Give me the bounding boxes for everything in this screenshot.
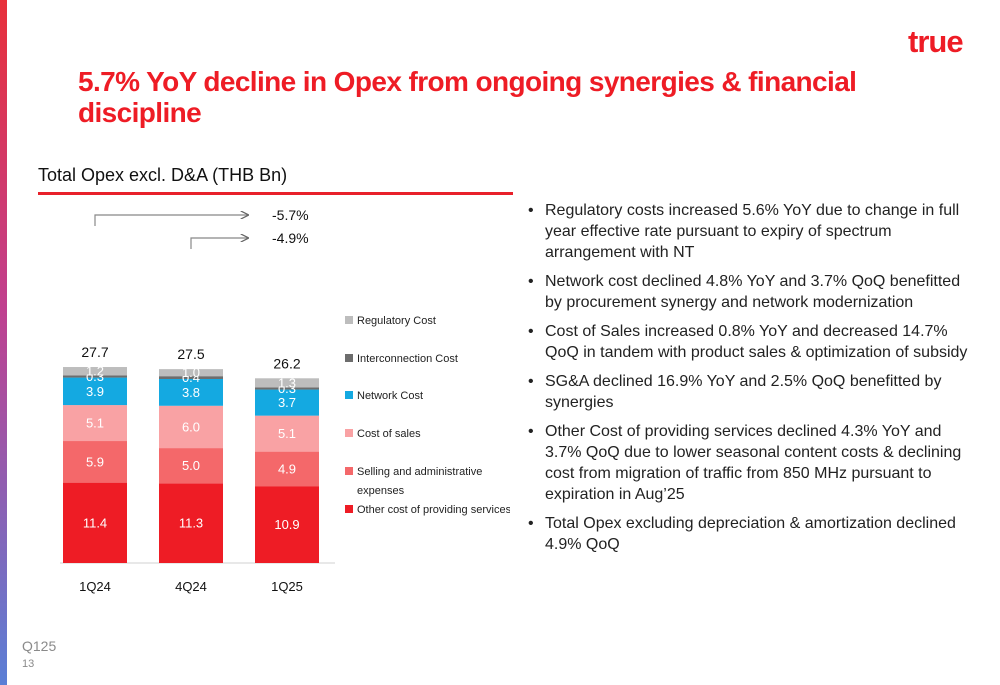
bar-segment-1q25-3 (255, 389, 319, 416)
subtitle-divider (38, 192, 513, 195)
page-number: 13 (22, 658, 35, 670)
bar-segment-1q24-2 (63, 405, 127, 442)
bar-segment-4q24-1 (159, 448, 223, 484)
x-tick-label: 1Q25 (271, 579, 303, 594)
bullet-dot: • (528, 373, 534, 390)
opex-stacked-bar-chart: 11.45.95.13.90.31.227.71Q2411.35.06.03.8… (60, 207, 510, 594)
bar-segment-4q24-5 (159, 369, 223, 377)
x-tick-label: 4Q24 (175, 579, 207, 594)
total-label: 26.2 (273, 355, 300, 371)
bar-segment-4q24-2 (159, 405, 223, 449)
bullet-dot: • (528, 323, 534, 340)
x-tick-label: 1Q24 (79, 579, 111, 594)
chart-subtitle: Total Opex excl. D&A (THB Bn) (38, 165, 288, 185)
bar-segment-1q24-5 (63, 367, 127, 376)
legend-swatch (345, 505, 353, 513)
legend-label: Network Cost (357, 390, 423, 402)
legend-label: Cost of sales (357, 428, 421, 440)
bar-segment-1q24-1 (63, 441, 127, 483)
data-label: 5.0 (182, 458, 200, 473)
legend-swatch (345, 354, 353, 362)
data-label: 3.7 (278, 395, 296, 410)
legend-swatch (345, 391, 353, 399)
legend-swatch (345, 467, 353, 475)
data-label: 6.0 (182, 419, 200, 434)
data-label: 1.3 (278, 375, 296, 390)
legend-label: Selling and administrative expenses (357, 466, 482, 497)
data-label: 3.8 (182, 385, 200, 400)
footer-period: Q125 (22, 638, 57, 654)
legend-label: Other cost of providing services (357, 504, 510, 516)
bar-segment-1q24-3 (63, 377, 127, 406)
data-label: 11.3 (179, 516, 203, 531)
bullet-item: • Other Cost of providing services declin… (528, 423, 962, 503)
legend-label: Interconnection Cost (357, 353, 458, 365)
comparison-arrow (190, 238, 248, 249)
page-title: 5.7% YoY decline in Opex from ongoing sy… (78, 66, 857, 128)
total-label: 27.7 (81, 344, 108, 360)
bar-segment-1q25-4 (255, 387, 319, 390)
commentary-bullets: • Regulatory costs increased 5.6% YoY due… (528, 200, 978, 563)
data-label: 4.9 (278, 461, 296, 476)
bullet-dot: • (528, 202, 534, 219)
bar-segment-4q24-0 (159, 483, 223, 563)
comparison-arrow (94, 215, 248, 226)
side-accent-bar (0, 0, 7, 685)
bullet-item: • Network cost declined 4.8% YoY and 3.7%… (528, 273, 961, 311)
data-label: 10.9 (274, 517, 299, 532)
data-label: 5.1 (278, 426, 296, 441)
bar-segment-1q25-5 (255, 378, 319, 388)
bar-segment-1q24-0 (63, 482, 127, 563)
bullet-item: • SG&A declined 16.9% YoY and 2.5% QoQ be… (528, 373, 942, 411)
total-label: 27.5 (177, 346, 204, 362)
bar-segment-4q24-4 (159, 376, 223, 379)
data-label: 1.0 (182, 365, 200, 380)
data-label: 1.2 (86, 364, 104, 379)
legend-label: Regulatory Cost (357, 315, 436, 327)
bullet-item: • Regulatory costs increased 5.6% YoY due… (528, 202, 960, 261)
bar-segment-4q24-3 (159, 378, 223, 406)
comparison-label: -4.9% (272, 230, 309, 246)
true-logo: true (908, 24, 964, 59)
legend-swatch (345, 316, 353, 324)
bullet-dot: • (528, 273, 534, 290)
legend-swatch (345, 429, 353, 437)
data-label: 11.4 (83, 515, 107, 530)
bullet-item: • Total Opex excluding depreciation & amo… (528, 515, 956, 553)
bar-segment-1q24-4 (63, 375, 127, 378)
bar-segment-1q25-2 (255, 415, 319, 452)
data-label: 3.9 (86, 384, 104, 399)
bar-segment-1q25-0 (255, 486, 319, 563)
bullet-dot: • (528, 515, 534, 532)
bullet-dot: • (528, 423, 534, 440)
comparison-label: -5.7% (272, 207, 309, 223)
data-label: 5.9 (86, 454, 104, 469)
bar-segment-1q25-1 (255, 451, 319, 487)
bullet-item: • Cost of Sales increased 0.8% YoY and de… (528, 323, 968, 361)
data-label: 5.1 (86, 416, 104, 431)
